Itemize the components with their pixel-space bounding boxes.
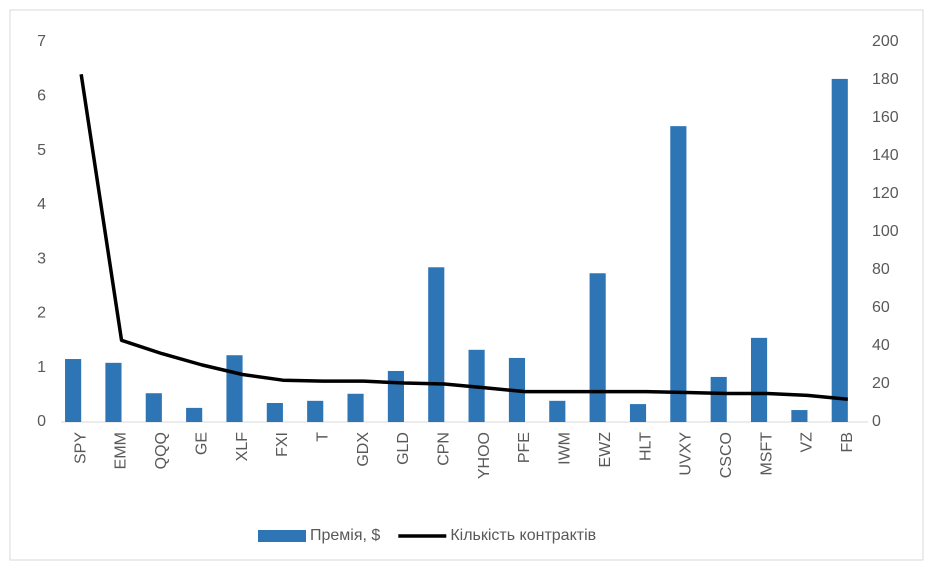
y2-tick-label: 140 (872, 147, 899, 164)
y2-tick-label: 20 (872, 375, 890, 392)
y2-tick-label: 60 (872, 299, 890, 316)
x-tick-label: VZ (799, 432, 816, 453)
x-tick-label: GLD (395, 432, 412, 465)
x-tick-label: YHOO (476, 432, 493, 479)
x-tick-label: SPY (72, 432, 89, 464)
bar (629, 404, 647, 422)
y2-tick-label: 40 (872, 337, 890, 354)
bar (428, 267, 445, 422)
bar (387, 370, 404, 422)
chart-border (9, 9, 924, 561)
x-tick-label: XLF (234, 432, 251, 462)
x-tick-label: EMM (113, 432, 130, 469)
y-tick-label: 7 (37, 33, 46, 50)
bar (105, 362, 122, 422)
x-tick-label: FB (839, 432, 856, 452)
x-tick-label: MSFT (758, 432, 775, 476)
bar (266, 403, 283, 422)
y2-tick-label: 160 (872, 109, 899, 126)
x-tick-label: GE (193, 432, 210, 455)
x-tick-label: GDX (355, 432, 372, 467)
legend-label: Кількість контрактів (450, 527, 596, 544)
y-tick-label: 5 (37, 142, 46, 159)
x-tick-label: QQQ (153, 432, 170, 469)
x-tick-label: UVXY (678, 432, 695, 476)
y-tick-label: 0 (37, 413, 46, 430)
x-tick-label: T (314, 432, 331, 442)
x-tick-label: EWZ (597, 432, 614, 468)
bar (670, 126, 687, 423)
y2-tick-label: 100 (872, 223, 899, 240)
y2-tick-label: 120 (872, 185, 899, 202)
y-tick-label: 6 (37, 88, 46, 105)
bar (710, 376, 727, 422)
bar (589, 273, 606, 422)
bar (307, 400, 324, 422)
y2-tick-label: 180 (872, 71, 899, 88)
bar (750, 337, 768, 422)
legend-swatch (258, 530, 306, 542)
y-tick-label: 1 (37, 359, 46, 376)
y2-tick-label: 0 (872, 413, 881, 430)
legend-label: Премія, $ (310, 527, 380, 544)
bar (347, 393, 364, 422)
x-tick-label: IWM (557, 432, 574, 465)
bar (145, 393, 162, 422)
line (79, 74, 848, 401)
y2-tick-label: 80 (872, 261, 890, 278)
y-tick-label: 3 (37, 250, 46, 267)
x-tick-label: FXI (274, 432, 291, 457)
bar (186, 407, 203, 422)
bar (226, 355, 243, 422)
x-tick-label: PFE (516, 432, 533, 463)
y2-tick-label: 200 (872, 33, 899, 50)
x-tick-label: CSCO (718, 432, 735, 478)
x-tick-label: CPN (436, 432, 453, 466)
y-tick-label: 4 (37, 196, 46, 213)
y-tick-label: 2 (37, 305, 46, 322)
bar (791, 410, 808, 422)
bar (831, 78, 848, 423)
bar (549, 400, 566, 422)
x-tick-label: HLT (637, 432, 654, 461)
bar (65, 359, 82, 422)
